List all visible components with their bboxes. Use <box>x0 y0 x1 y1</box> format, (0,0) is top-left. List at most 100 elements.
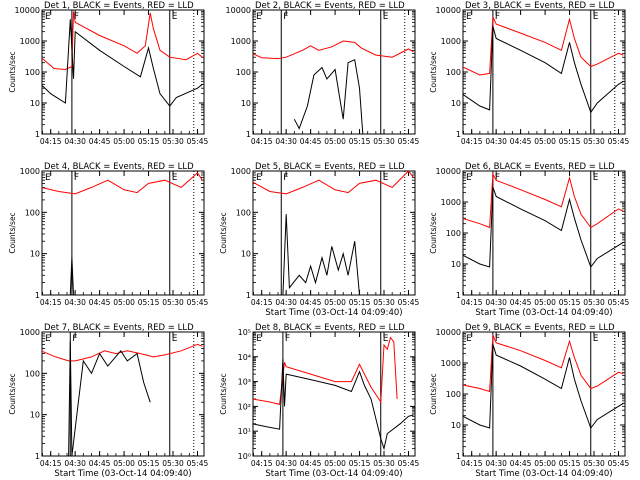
y-axis-label: Counts/sec <box>429 51 438 92</box>
y-tick-label: 100 <box>236 208 251 217</box>
y-tick-label: 10 <box>30 250 40 259</box>
panel-det-4: 1 10 100 1000 04:15 04:30 04:45 05:00 05:15 05:30… <box>8 162 209 307</box>
x-tick-label: 05:30 <box>583 298 605 307</box>
x-tick-label: 05:45 <box>608 298 630 307</box>
series-line-lld <box>42 11 203 71</box>
y-axis-label: Counts/sec <box>219 212 228 253</box>
y-tick-label: 10⁵ <box>238 328 251 337</box>
x-tick-label: 05:00 <box>534 137 556 146</box>
y-tick-label: 10⁴ <box>238 353 251 362</box>
x-tick-label: 05:45 <box>608 137 630 146</box>
marker-label-E: E <box>593 173 599 183</box>
x-tick-label: 04:45 <box>510 137 532 146</box>
y-tick-label: 10³ <box>238 378 251 387</box>
x-tick-label: 04:15 <box>251 298 273 307</box>
x-tick-label: 04:30 <box>275 298 297 307</box>
y-tick-label: 100 <box>25 369 40 378</box>
y-tick-label: 1000 <box>20 328 40 337</box>
y-axis-label: Counts/sec <box>429 212 438 253</box>
series-line-events <box>69 257 74 295</box>
x-tick-label: 05:45 <box>398 137 420 146</box>
y-tick-label: 10 <box>241 250 251 259</box>
x-tick-label: 05:30 <box>162 298 184 307</box>
y-tick-label: 100 <box>25 208 40 217</box>
marker-label-E: E <box>172 173 178 183</box>
marker-label-left-E: E <box>45 334 51 344</box>
x-tick-label: 04:15 <box>461 459 483 468</box>
marker-label-E: E <box>383 334 389 344</box>
series-line-lld <box>463 334 624 393</box>
x-tick-label: 05:00 <box>113 137 135 146</box>
x-tick-label: 04:30 <box>64 137 86 146</box>
x-tick-label: 05:15 <box>559 298 581 307</box>
panel-title: Det 5, BLACK = Events, RED = LLD <box>255 162 405 172</box>
plot-frame <box>252 9 416 135</box>
panel-title: Det 2, BLACK = Events, RED = LLD <box>255 1 405 11</box>
marker-label-F: F <box>74 173 79 183</box>
x-tick-label: 04:45 <box>510 298 532 307</box>
x-tick-label: 05:30 <box>373 137 395 146</box>
y-tick-label: 10¹ <box>238 427 251 436</box>
marker-label-E: E <box>383 12 389 22</box>
y-tick-label: 100 <box>25 68 40 77</box>
plot-frame <box>462 331 626 457</box>
y-axis-label: Counts/sec <box>8 212 17 253</box>
panel-title: Det 1, BLACK = Events, RED = LLD <box>44 1 194 11</box>
panel-title: Det 4, BLACK = Events, RED = LLD <box>44 162 194 172</box>
x-axis-label: Start Time (03-Oct-14 04:09:40) <box>265 308 402 318</box>
y-tick-label: 10000 <box>15 6 40 15</box>
y-tick-label: 1 <box>35 291 40 300</box>
y-tick-label: 1 <box>456 452 461 461</box>
x-tick-label: 05:00 <box>534 459 556 468</box>
series-line-events <box>463 26 624 114</box>
y-tick-label: 10 <box>451 260 461 269</box>
panel-det-5: 1 10 100 1000 04:15 04:30 04:45 05:00 05:15 05:30… <box>219 162 420 318</box>
marker-label-F: F <box>72 334 77 344</box>
series-line-lld <box>253 171 414 195</box>
y-tick-label: 10000 <box>436 6 461 15</box>
y-tick-label: 1000 <box>441 198 461 207</box>
x-tick-label: 05:00 <box>324 137 346 146</box>
marker-label-left-E: E <box>256 12 262 22</box>
y-axis-label: Counts/sec <box>219 373 228 414</box>
series-line-events <box>42 19 203 107</box>
plot-frame <box>462 9 626 135</box>
x-tick-label: 05:15 <box>138 137 160 146</box>
panel-det-9: 1 10 100 1000 10000 04:15 04:30 04:45 05:00 05:15… <box>429 323 630 479</box>
x-tick-label: 04:30 <box>485 298 507 307</box>
x-tick-label: 04:45 <box>300 298 322 307</box>
series-line-events <box>68 341 151 456</box>
series-line-events <box>293 58 364 134</box>
panel-title: Det 9, BLACK = Events, RED = LLD <box>465 323 615 333</box>
x-tick-label: 04:30 <box>485 137 507 146</box>
marker-label-left-E: E <box>45 173 51 183</box>
x-tick-label: 05:15 <box>559 137 581 146</box>
y-tick-label: 10 <box>241 99 251 108</box>
x-axis-label: Start Time (03-Oct-14 04:09:40) <box>265 469 402 479</box>
series-line-events <box>253 359 414 451</box>
x-tick-label: 05:45 <box>398 298 420 307</box>
x-tick-label: 05:45 <box>608 459 630 468</box>
y-tick-label: 1000 <box>20 167 40 176</box>
y-tick-label: 1 <box>246 291 251 300</box>
x-axis-label: Start Time (03-Oct-14 04:09:40) <box>475 308 612 318</box>
x-axis-label: Start Time (03-Oct-14 04:09:40) <box>54 469 191 479</box>
x-tick-label: 05:15 <box>349 459 371 468</box>
x-tick-label: 04:15 <box>461 137 483 146</box>
panel-det-1: 1 10 100 1000 10000 04:15 04:30 04:45 05:00 05:15… <box>8 1 209 146</box>
marker-label-left-E: E <box>466 173 472 183</box>
x-tick-label: 04:30 <box>64 459 86 468</box>
x-tick-label: 05:15 <box>138 459 160 468</box>
plot-frame <box>41 331 205 457</box>
y-axis-label: Counts/sec <box>8 51 17 92</box>
x-tick-label: 04:45 <box>510 459 532 468</box>
x-tick-label: 05:00 <box>324 298 346 307</box>
marker-label-F: F <box>74 12 79 22</box>
y-tick-label: 10000 <box>436 328 461 337</box>
y-tick-label: 10 <box>30 411 40 420</box>
panel-title: Det 3, BLACK = Events, RED = LLD <box>465 1 615 11</box>
y-tick-label: 10² <box>238 402 251 411</box>
x-tick-label: 04:15 <box>40 298 62 307</box>
series-line-lld <box>253 336 398 406</box>
x-tick-label: 04:15 <box>461 298 483 307</box>
